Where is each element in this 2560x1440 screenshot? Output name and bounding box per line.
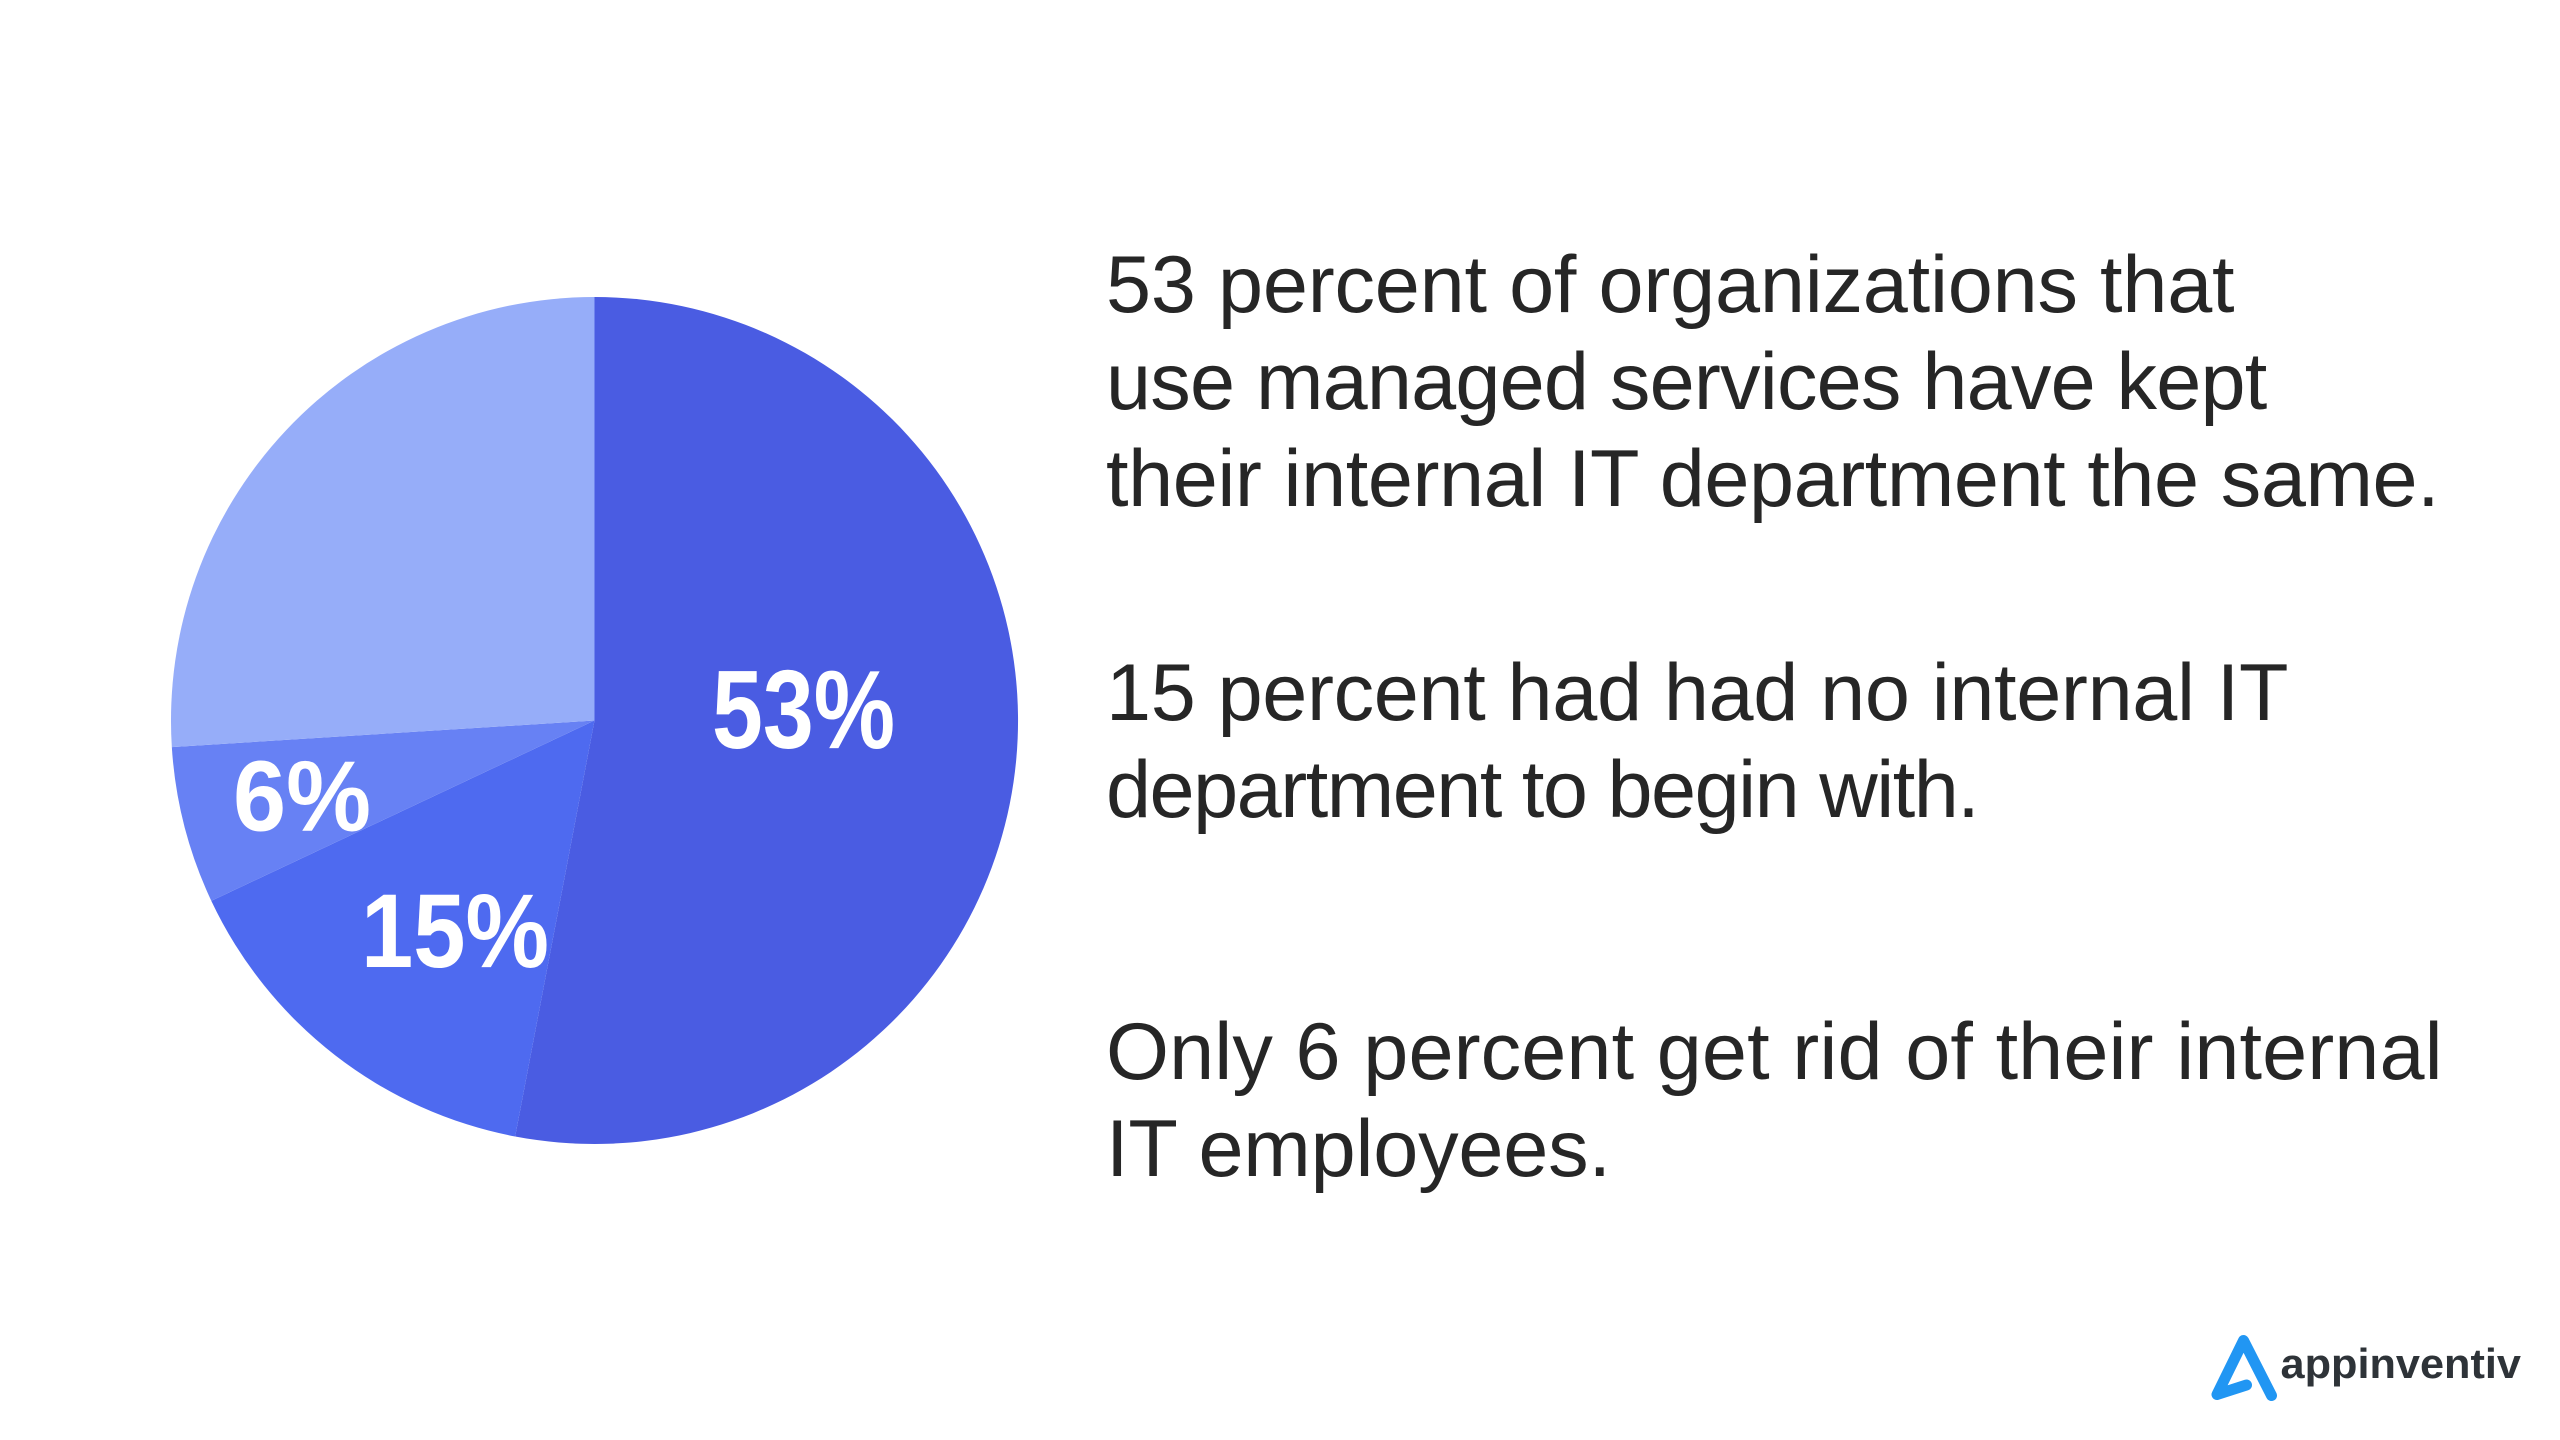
svg-text:appinventiv: appinventiv (2281, 1340, 2522, 1387)
svg-text:53%: 53% (712, 648, 895, 772)
svg-text:6%: 6% (233, 741, 371, 853)
svg-text:15%: 15% (361, 873, 549, 990)
